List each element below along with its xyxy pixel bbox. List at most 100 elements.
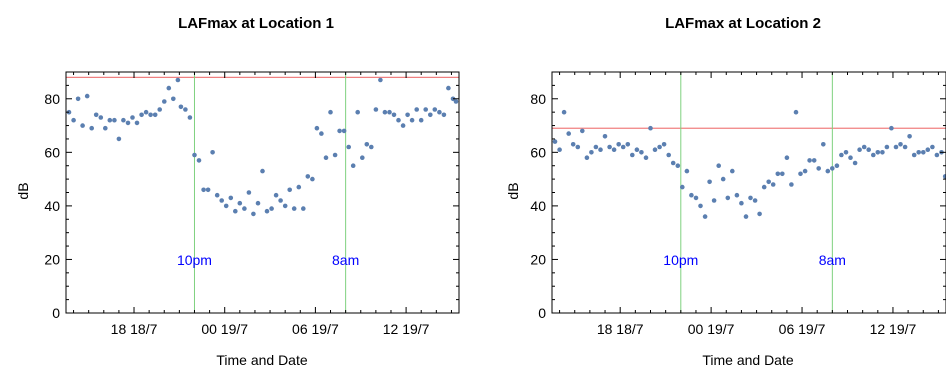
data-point: [848, 155, 853, 160]
data-point: [875, 150, 881, 155]
data-point: [584, 155, 590, 160]
data-point: [834, 163, 840, 168]
chart-title: LAFmax at Location 2: [665, 15, 821, 32]
data-point: [625, 142, 631, 147]
data-point: [825, 168, 831, 174]
data-point: [328, 109, 333, 115]
data-point: [125, 120, 131, 126]
data-point: [743, 214, 749, 219]
data-point: [570, 142, 576, 147]
data-point: [720, 176, 726, 182]
data-point: [369, 144, 374, 150]
data-point: [748, 195, 753, 201]
y-tick-label: 80: [44, 91, 60, 107]
data-point: [93, 112, 99, 118]
data-point: [830, 166, 835, 171]
data-point: [130, 115, 135, 120]
data-point: [314, 125, 320, 131]
data-point: [201, 187, 206, 193]
data-point: [432, 107, 438, 112]
y-tick-label: 20: [530, 251, 546, 267]
data-point: [278, 198, 283, 203]
data-point: [730, 168, 735, 174]
data-point: [107, 117, 113, 123]
data-point: [228, 195, 234, 201]
data-point: [925, 147, 931, 152]
data-point: [305, 174, 311, 179]
data-point: [725, 195, 731, 201]
y-tick-label: 20: [44, 251, 60, 267]
x-tick-label: 00 19/7: [201, 321, 248, 337]
data-point: [580, 128, 585, 134]
data-point: [350, 163, 356, 168]
x-tick-label: 18 18/7: [597, 321, 644, 337]
data-point: [446, 85, 451, 91]
data-point: [264, 208, 270, 214]
data-point: [355, 109, 361, 115]
data-point: [752, 198, 758, 203]
data-point: [561, 109, 567, 115]
data-point: [364, 142, 370, 147]
data-point: [260, 168, 265, 174]
data-point: [843, 150, 849, 155]
data-point: [337, 128, 342, 134]
data-point: [71, 117, 76, 123]
x-tick-label: 18 18/7: [111, 321, 158, 337]
data-point: [166, 85, 172, 91]
data-point: [639, 150, 644, 155]
plot-frame: [551, 71, 946, 314]
x-tick-label: 00 19/7: [688, 321, 735, 337]
data-point: [296, 184, 302, 190]
data-point: [775, 171, 781, 177]
x-tick-label: 12 19/7: [383, 321, 430, 337]
data-point: [593, 144, 599, 150]
data-point: [121, 117, 126, 123]
y-tick-label: 80: [530, 91, 546, 107]
data-point: [187, 115, 193, 120]
data-point: [273, 192, 279, 198]
chart-title: LAFmax at Location 1: [178, 15, 334, 32]
data-point: [414, 107, 420, 112]
data-point: [242, 206, 247, 211]
data-point: [852, 160, 858, 166]
data-point: [566, 131, 571, 136]
data-point: [716, 163, 721, 168]
data-point: [246, 190, 252, 195]
data-point: [657, 144, 662, 150]
data-point: [557, 147, 562, 152]
data-point: [223, 203, 229, 209]
annotation-8am: 8am: [332, 252, 359, 268]
data-point: [178, 104, 184, 110]
data-point: [437, 109, 442, 115]
data-point: [839, 152, 844, 158]
data-point: [666, 152, 671, 158]
data-point: [323, 155, 329, 160]
data-point: [675, 163, 681, 168]
data-point: [148, 112, 153, 118]
data-point: [162, 99, 167, 104]
data-point: [616, 142, 621, 147]
data-point: [400, 123, 406, 128]
data-point: [196, 158, 202, 163]
y-axis-label: dB: [505, 182, 521, 199]
data-point: [798, 171, 803, 177]
y-tick-label: 60: [44, 144, 60, 160]
data-point: [921, 150, 926, 155]
data-point: [396, 117, 401, 123]
data-point: [391, 112, 397, 118]
data-point: [711, 198, 717, 203]
data-point: [89, 125, 94, 131]
data-point: [152, 112, 158, 118]
y-tick-label: 40: [530, 198, 546, 214]
data-point: [930, 144, 935, 150]
data-point: [423, 107, 429, 112]
data-point: [405, 112, 410, 118]
data-point: [552, 139, 558, 144]
data-point: [251, 211, 256, 217]
data-point: [689, 192, 694, 198]
data-point: [789, 182, 794, 187]
data-point: [269, 206, 274, 211]
y-tick-label: 60: [530, 144, 546, 160]
data-point: [880, 150, 885, 155]
